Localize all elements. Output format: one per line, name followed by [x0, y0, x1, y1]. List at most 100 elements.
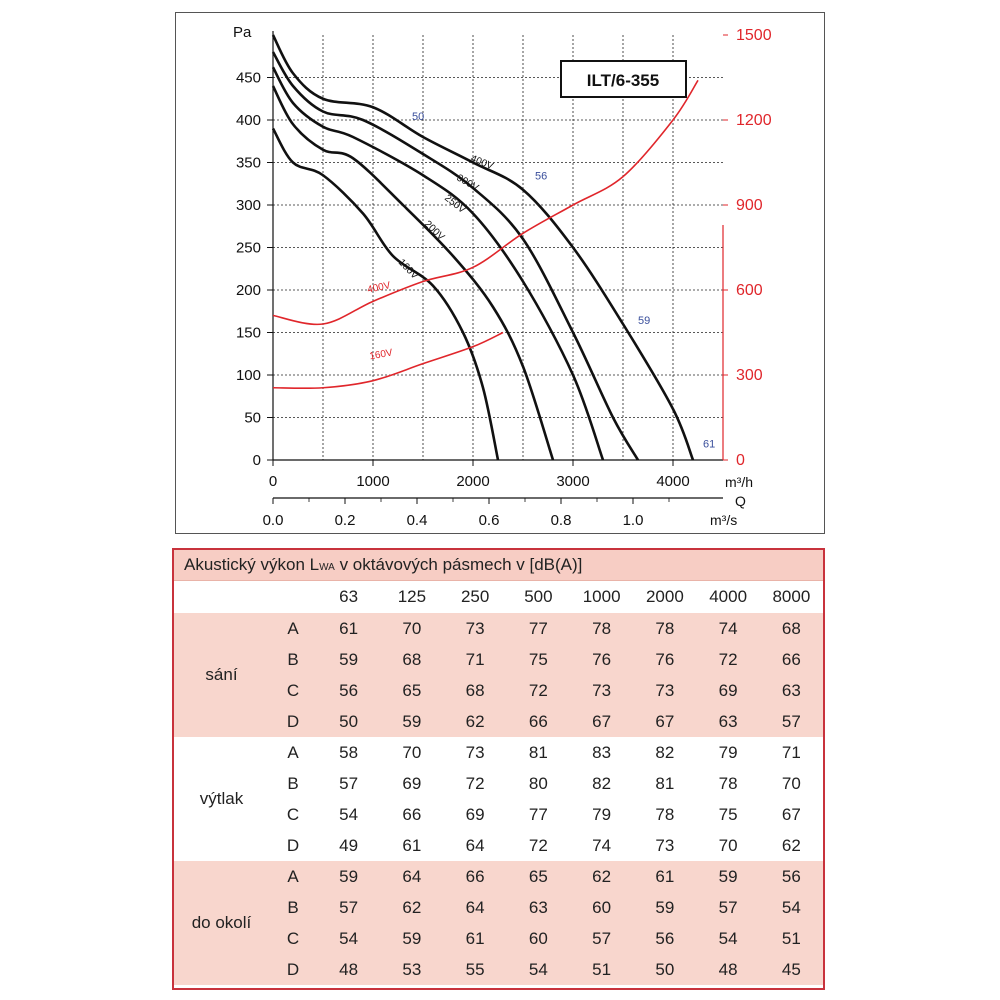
frequency-header: 125 — [397, 587, 427, 606]
x-axis-unit-secondary: m³/s — [710, 512, 737, 528]
table-cell: 68 — [380, 644, 444, 675]
y-tick-label-right: 300 — [736, 367, 763, 384]
x-axis-unit-primary: m³/h — [725, 474, 753, 490]
table-cell: 56 — [633, 923, 697, 954]
row-label: A — [269, 861, 317, 892]
y-tick-label-left: 400 — [236, 112, 261, 129]
table-cell: 74 — [696, 613, 760, 644]
table-cell: 62 — [443, 706, 507, 737]
table-cell: 61 — [380, 830, 444, 861]
table-cell: 66 — [506, 706, 570, 737]
row-label: A — [269, 737, 317, 768]
table-cell: 65 — [506, 861, 570, 892]
table-cell: 77 — [506, 799, 570, 830]
table-row: C 56 65 68 72 73 73 69 63 — [174, 675, 823, 706]
annotation-label: 61 — [703, 438, 715, 450]
table-cell: 63 — [759, 675, 823, 706]
frequency-header: 500 — [524, 587, 553, 606]
table-cell: 59 — [696, 861, 760, 892]
power-series-label: 400V — [366, 280, 391, 296]
table-cell: 72 — [696, 644, 760, 675]
table-cell: 64 — [380, 861, 444, 892]
row-label: C — [269, 923, 317, 954]
table-cell: 79 — [570, 799, 634, 830]
frequency-header: 250 — [460, 587, 490, 606]
row-label: B — [269, 644, 317, 675]
power-series-label: 160V — [369, 347, 394, 362]
y-axis-unit-right: W — [743, 13, 759, 15]
y-tick-label-left: 300 — [236, 197, 261, 214]
table-cell: 76 — [570, 644, 634, 675]
table-cell: 79 — [696, 737, 760, 768]
row-label: C — [269, 799, 317, 830]
table-cell: 68 — [759, 613, 823, 644]
table-cell: 63 — [506, 892, 570, 923]
annotation-label: 56 — [535, 171, 547, 183]
table-cell: 73 — [443, 737, 507, 768]
table-cell: 66 — [443, 861, 507, 892]
table-cell: 72 — [443, 768, 507, 799]
table-cell: 54 — [696, 923, 760, 954]
acoustic-table-title: Akustický výkon LWA v oktávových pásmech… — [174, 550, 823, 581]
power-curve-160v — [272, 331, 504, 390]
table-cell: 70 — [380, 737, 444, 768]
frequency-header: 1000 — [582, 587, 621, 606]
table-cell: 80 — [506, 768, 570, 799]
frequency-header: 2000 — [645, 587, 684, 606]
row-label: D — [269, 706, 317, 737]
table-cell: 78 — [696, 768, 760, 799]
table-cell: 72 — [506, 830, 570, 861]
table-cell: 69 — [380, 768, 444, 799]
acoustic-title-subscript: WA — [319, 562, 335, 573]
pressure-series-label: 160V — [396, 257, 420, 282]
pressure-series-label: 250V — [442, 193, 467, 216]
table-cell: 61 — [317, 613, 381, 644]
table-cell: 81 — [633, 768, 697, 799]
table-cell: 61 — [633, 861, 697, 892]
x-tick-label-primary: 3000 — [556, 473, 589, 490]
group-label: do okolí — [174, 861, 269, 985]
x-tick-label-secondary: 0.4 — [407, 512, 428, 529]
table-cell: 67 — [759, 799, 823, 830]
x-tick-label-secondary: 0.8 — [551, 512, 572, 529]
table-cell: 70 — [380, 613, 444, 644]
table-cell: 83 — [570, 737, 634, 768]
annotation-label: 50 — [412, 111, 424, 123]
table-cell: 60 — [570, 892, 634, 923]
table-cell: 71 — [443, 644, 507, 675]
table-cell: 81 — [506, 737, 570, 768]
pressure-curve-250v — [271, 66, 605, 461]
table-cell: 60 — [506, 923, 570, 954]
table-cell: 56 — [317, 675, 381, 706]
pressure-curve-300v — [271, 51, 640, 461]
group-label: výtlak — [174, 737, 269, 861]
table-cell: 62 — [380, 892, 444, 923]
frequency-header-row: 63 125 250 500 1000 2000 4000 8000 — [174, 581, 823, 614]
y-tick-label-right: 1500 — [736, 27, 772, 44]
x-tick-label-secondary: 1.0 — [623, 512, 644, 529]
table-cell: 75 — [506, 644, 570, 675]
table-cell: 68 — [443, 675, 507, 706]
frequency-header: 63 — [339, 587, 359, 606]
table-cell: 59 — [633, 892, 697, 923]
y-tick-label-right: 0 — [736, 452, 745, 469]
table-cell: 66 — [380, 799, 444, 830]
pressure-curve-200v — [271, 85, 555, 461]
table-cell: 72 — [506, 675, 570, 706]
table-cell: 45 — [759, 954, 823, 985]
table-row: B 59 68 71 75 76 76 72 66 — [174, 644, 823, 675]
fan-performance-chart: 0 50 100 150 200 250 300 350 400 450 Pa 0 300 600 900 1… — [175, 12, 825, 534]
table-row: D 49 61 64 72 74 73 70 62 — [174, 830, 823, 861]
table-cell: 54 — [317, 799, 381, 830]
table-cell: 70 — [696, 830, 760, 861]
table-row: B 57 69 72 80 82 81 78 70 — [174, 768, 823, 799]
table-cell: 56 — [759, 861, 823, 892]
pressure-series-label: 200V — [422, 219, 447, 243]
table-cell: 64 — [443, 892, 507, 923]
y-tick-label-left: 50 — [244, 410, 261, 427]
x-tick-label-primary: 4000 — [656, 473, 689, 490]
pressure-series-label: 400V — [469, 153, 495, 172]
x-tick-label-primary: 1000 — [356, 473, 389, 490]
table-cell: 78 — [633, 799, 697, 830]
y-tick-label-right: 1200 — [736, 112, 772, 129]
